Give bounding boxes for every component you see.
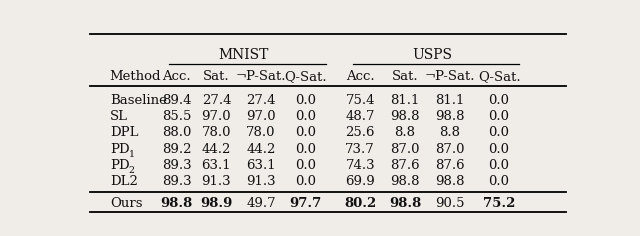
Text: 98.9: 98.9 [200, 197, 232, 210]
Text: 81.1: 81.1 [390, 94, 420, 107]
Text: 0.0: 0.0 [295, 143, 316, 156]
Text: Acc.: Acc. [346, 70, 374, 83]
Text: MNIST: MNIST [218, 48, 269, 62]
Text: 80.2: 80.2 [344, 197, 376, 210]
Text: ¬P-Sat.: ¬P-Sat. [424, 70, 475, 83]
Text: 27.4: 27.4 [202, 94, 231, 107]
Text: PD: PD [110, 159, 129, 172]
Text: 90.5: 90.5 [435, 197, 464, 210]
Text: 91.3: 91.3 [246, 175, 276, 188]
Text: 69.9: 69.9 [346, 175, 375, 188]
Text: 75.4: 75.4 [346, 94, 375, 107]
Text: 87.6: 87.6 [390, 159, 420, 172]
Text: 0.0: 0.0 [295, 159, 316, 172]
Text: Baseline: Baseline [110, 94, 166, 107]
Text: 48.7: 48.7 [346, 110, 375, 123]
Text: Ours: Ours [110, 197, 142, 210]
Text: 27.4: 27.4 [246, 94, 276, 107]
Text: SL: SL [110, 110, 128, 123]
Text: 88.0: 88.0 [162, 126, 191, 139]
Text: 0.0: 0.0 [488, 143, 509, 156]
Text: 44.2: 44.2 [202, 143, 231, 156]
Text: 0.0: 0.0 [488, 175, 509, 188]
Text: ¬P-Sat.: ¬P-Sat. [236, 70, 286, 83]
Text: 25.6: 25.6 [346, 126, 375, 139]
Text: PD: PD [110, 143, 129, 156]
Text: Method: Method [110, 70, 161, 83]
Text: 63.1: 63.1 [246, 159, 276, 172]
Text: 0.0: 0.0 [295, 175, 316, 188]
Text: 89.3: 89.3 [162, 159, 191, 172]
Text: 85.5: 85.5 [162, 110, 191, 123]
Text: 98.8: 98.8 [161, 197, 193, 210]
Text: 8.8: 8.8 [439, 126, 460, 139]
Text: DL2: DL2 [110, 175, 138, 188]
Text: 0.0: 0.0 [295, 126, 316, 139]
Text: 78.0: 78.0 [246, 126, 276, 139]
Text: 49.7: 49.7 [246, 197, 276, 210]
Text: 81.1: 81.1 [435, 94, 464, 107]
Text: 2: 2 [129, 166, 134, 175]
Text: 91.3: 91.3 [202, 175, 231, 188]
Text: 89.3: 89.3 [162, 175, 191, 188]
Text: 87.0: 87.0 [435, 143, 464, 156]
Text: Q-Sat.: Q-Sat. [478, 70, 520, 83]
Text: 73.7: 73.7 [346, 143, 375, 156]
Text: 0.0: 0.0 [488, 159, 509, 172]
Text: 98.8: 98.8 [390, 110, 420, 123]
Text: 44.2: 44.2 [246, 143, 276, 156]
Text: 78.0: 78.0 [202, 126, 231, 139]
Text: USPS: USPS [412, 48, 452, 62]
Text: 97.0: 97.0 [202, 110, 231, 123]
Text: 8.8: 8.8 [394, 126, 415, 139]
Text: 74.3: 74.3 [346, 159, 375, 172]
Text: Sat.: Sat. [203, 70, 230, 83]
Text: 97.7: 97.7 [289, 197, 322, 210]
Text: Acc.: Acc. [163, 70, 191, 83]
Text: 0.0: 0.0 [295, 94, 316, 107]
Text: 1: 1 [129, 150, 134, 159]
Text: 89.2: 89.2 [162, 143, 191, 156]
Text: 87.0: 87.0 [390, 143, 420, 156]
Text: 0.0: 0.0 [488, 110, 509, 123]
Text: 98.8: 98.8 [435, 110, 464, 123]
Text: 98.8: 98.8 [435, 175, 464, 188]
Text: 87.6: 87.6 [435, 159, 465, 172]
Text: Sat.: Sat. [392, 70, 418, 83]
Text: 97.0: 97.0 [246, 110, 276, 123]
Text: 75.2: 75.2 [483, 197, 515, 210]
Text: 63.1: 63.1 [202, 159, 231, 172]
Text: 98.8: 98.8 [390, 175, 420, 188]
Text: DPL: DPL [110, 126, 138, 139]
Text: Q-Sat.: Q-Sat. [284, 70, 327, 83]
Text: 0.0: 0.0 [488, 94, 509, 107]
Text: 89.4: 89.4 [162, 94, 191, 107]
Text: 0.0: 0.0 [488, 126, 509, 139]
Text: 98.8: 98.8 [388, 197, 421, 210]
Text: 0.0: 0.0 [295, 110, 316, 123]
